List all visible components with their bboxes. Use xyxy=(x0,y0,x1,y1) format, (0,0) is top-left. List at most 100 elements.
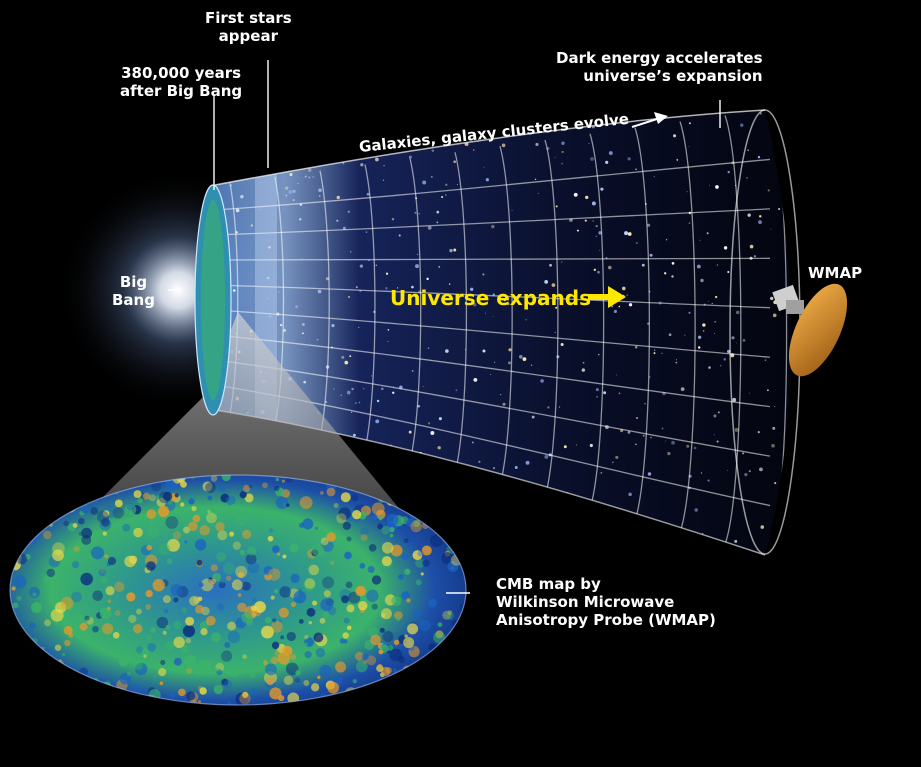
star xyxy=(561,150,564,154)
cmb-fluctuation xyxy=(148,529,152,533)
cmb-fluctuation xyxy=(221,475,231,482)
cmb-fluctuation xyxy=(165,640,175,651)
cmb-fluctuation xyxy=(198,582,204,588)
star xyxy=(482,273,485,276)
star xyxy=(671,440,675,445)
cmb-fluctuation xyxy=(290,601,296,608)
cmb-fluctuation xyxy=(412,550,423,561)
star xyxy=(680,387,685,392)
cmb-fluctuation xyxy=(333,503,339,509)
cmb-fluctuation xyxy=(112,631,120,639)
star xyxy=(278,167,282,171)
star xyxy=(764,359,767,362)
cmb-fluctuation xyxy=(262,482,268,489)
cmb-fluctuation xyxy=(303,680,310,687)
cmb-fluctuation xyxy=(254,601,266,613)
cmb-fluctuation xyxy=(460,475,466,485)
star xyxy=(309,151,312,154)
cmb-fluctuation xyxy=(340,691,350,701)
star xyxy=(266,297,268,299)
star xyxy=(647,223,651,227)
star xyxy=(398,234,401,237)
star xyxy=(303,380,307,384)
star xyxy=(647,472,652,476)
star xyxy=(519,354,523,359)
star xyxy=(634,346,638,349)
grid-line xyxy=(215,309,771,358)
star xyxy=(688,122,691,125)
cmb-fluctuation xyxy=(270,656,279,665)
cmb-fluctuation xyxy=(242,484,251,493)
star xyxy=(749,244,754,249)
cmb-fluctuation xyxy=(72,475,84,484)
star xyxy=(757,156,761,159)
star xyxy=(747,213,751,217)
cmb-fluctuation xyxy=(456,509,463,517)
star xyxy=(295,305,299,309)
star xyxy=(576,229,579,232)
cmb-fluctuation xyxy=(148,522,153,527)
cmb-fluctuation xyxy=(156,616,169,629)
cmb-fluctuation xyxy=(128,614,137,623)
star xyxy=(727,170,730,174)
cmb-fluctuation xyxy=(133,623,143,634)
cmb-fluctuation xyxy=(359,562,366,569)
cmb-fluctuation xyxy=(16,640,23,647)
cmb-fluctuation xyxy=(431,679,436,684)
cmb-fluctuation xyxy=(197,596,203,602)
cmb-fluctuation xyxy=(228,503,239,515)
cmb-fluctuation xyxy=(418,678,430,690)
cmb-fluctuation xyxy=(107,599,112,603)
cmb-fluctuation xyxy=(178,509,185,516)
star xyxy=(641,263,645,267)
cmb-fluctuation xyxy=(290,573,300,584)
star xyxy=(417,467,422,472)
cmb-fluctuation xyxy=(406,598,411,603)
star xyxy=(714,332,716,334)
cmb-fluctuation xyxy=(114,499,123,508)
cmb-fluctuation xyxy=(441,552,454,565)
star xyxy=(653,349,656,351)
star xyxy=(612,461,614,464)
cmb-fluctuation xyxy=(442,610,452,620)
star xyxy=(748,470,751,473)
cmb-fluctuation xyxy=(36,475,42,481)
cmb-fluctuation xyxy=(355,660,368,673)
cmb-fluctuation xyxy=(289,653,297,661)
cmb-fluctuation xyxy=(119,672,132,685)
star xyxy=(473,377,478,382)
star xyxy=(418,212,421,215)
star xyxy=(774,482,777,485)
cmb-fluctuation xyxy=(320,491,324,495)
cmb-fluctuation xyxy=(235,565,248,578)
cmb-fluctuation xyxy=(101,518,110,527)
cmb-fluctuation xyxy=(170,584,183,597)
star xyxy=(554,157,556,159)
cmb-fluctuation xyxy=(275,496,289,510)
cmb-fluctuation xyxy=(73,545,80,552)
star xyxy=(615,374,618,376)
star xyxy=(716,264,719,266)
cmb-fluctuation xyxy=(107,606,111,611)
star xyxy=(671,262,675,265)
cmb-fluctuation xyxy=(32,592,37,597)
cmb-fluctuation xyxy=(28,586,40,598)
star xyxy=(600,471,603,474)
cmb-fluctuation xyxy=(10,647,19,659)
cmb-fluctuation xyxy=(279,586,291,598)
cmb-fluctuation xyxy=(401,591,411,600)
cmb-fluctuation xyxy=(197,700,202,704)
cmb-fluctuation xyxy=(126,502,135,511)
cmb-fluctuation xyxy=(419,619,431,632)
star xyxy=(516,530,518,532)
star xyxy=(671,275,674,278)
star xyxy=(598,353,600,356)
star xyxy=(299,203,303,206)
star xyxy=(469,287,474,291)
cmb-fluctuation xyxy=(167,538,180,552)
cmb-fluctuation xyxy=(16,595,22,601)
dark-energy-label: Dark energy accelerates universe’s expan… xyxy=(556,49,763,85)
cmb-fluctuation xyxy=(304,578,316,589)
cmb-fluctuation xyxy=(319,617,326,624)
grid-ring xyxy=(319,170,330,438)
